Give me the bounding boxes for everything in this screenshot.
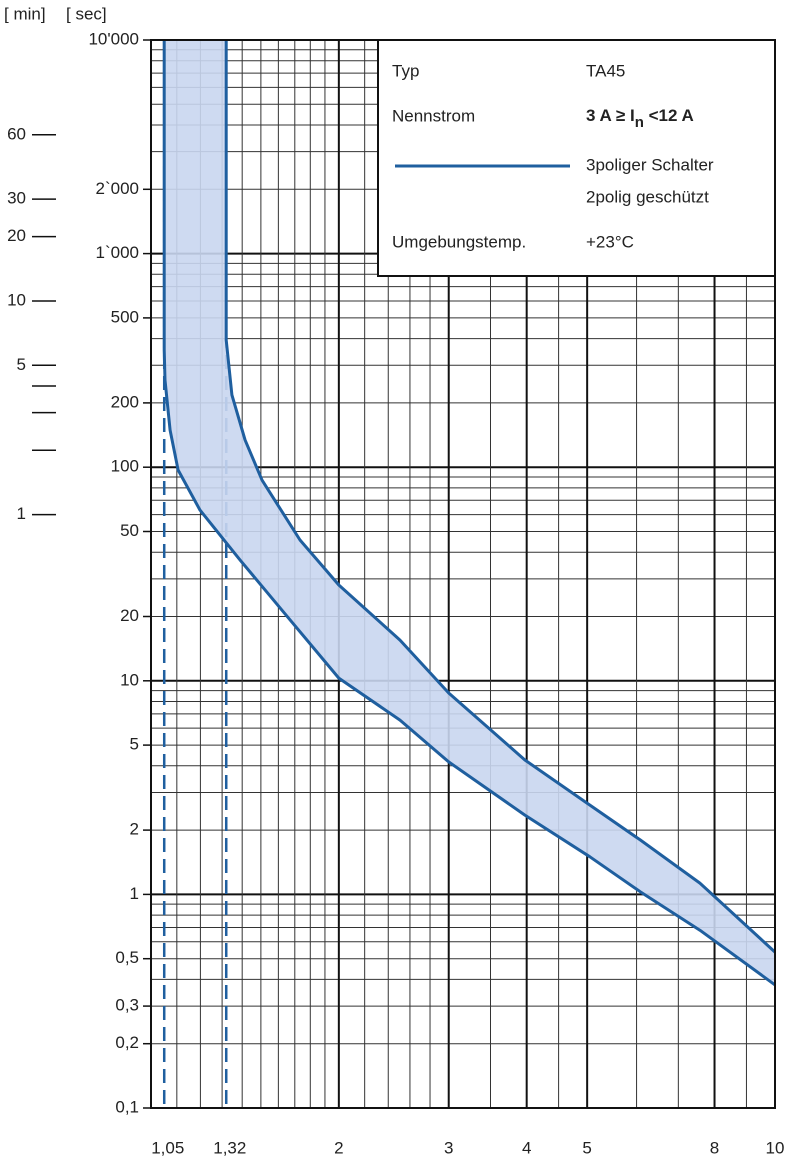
x-tick-label: 4 (522, 1138, 531, 1157)
y2-tick-label: 5 (17, 355, 26, 374)
y2-tick-label: 60 (7, 124, 26, 143)
y-tick-label: 2`000 (96, 179, 139, 198)
y-tick-label: 100 (111, 457, 139, 476)
x-tick-label: 3 (444, 1138, 453, 1157)
y-tick-label: 10'000 (88, 29, 139, 48)
y2-tick-label: 10 (7, 290, 26, 309)
y2-tick-label: 20 (7, 226, 26, 245)
legend-label: Nennstrom (392, 106, 475, 125)
frame: 10'000 2`000 1`000 500 200 100 50 20 10 5 2 1 0,5 0,3… (4, 4, 784, 1157)
legend-value: TA45 (586, 61, 625, 80)
y-tick-label: 0,1 (115, 1097, 139, 1116)
x-tick-label: 5 (582, 1138, 591, 1157)
y2-tick-label: 1 (17, 504, 26, 523)
x-tick-label: 1,05 (151, 1138, 184, 1157)
y-tick-label: 5 (130, 735, 139, 754)
curve (162, 40, 776, 987)
legend-value: 3 A ≥ In <12 A (586, 106, 694, 130)
legend-entry: 2polig geschützt (586, 187, 709, 206)
y-tick-label: 0,3 (115, 996, 139, 1015)
y-tick-label: 10 (120, 670, 139, 689)
y2-tick-label: 30 (7, 189, 26, 208)
legend-value-part: n (635, 114, 644, 131)
x-tick-label: 8 (710, 1138, 719, 1157)
legend-label: Typ (392, 61, 419, 80)
y-tick-label: 20 (120, 606, 139, 625)
y-tick-label: 500 (111, 307, 139, 326)
y-tick-label: 1 (130, 884, 139, 903)
x-tick-label: 1,32 (213, 1138, 246, 1157)
y-tick-label: 0,2 (115, 1033, 139, 1052)
y-axis-label: [ sec] (66, 4, 107, 23)
legend-value: +23°C (586, 232, 634, 251)
y2-axis-label: [ min] (4, 4, 46, 23)
legend-label: Umgebungstemp. (392, 232, 526, 251)
x-tick-label: 2 (334, 1138, 343, 1157)
legend-value-part: 3 A ≥ I (586, 106, 635, 125)
y-tick-label: 50 (120, 521, 139, 540)
legend-box (377, 39, 776, 277)
y-tick-label: 2 (130, 820, 139, 839)
y-tick-label: 0,5 (115, 948, 139, 967)
marks (162, 40, 777, 1108)
x-tick-label: 10 (766, 1138, 785, 1157)
y-tick-label: 1`000 (96, 243, 139, 262)
legend-entry: 3poliger Schalter (586, 155, 714, 174)
legend-value-part: <12 A (644, 106, 694, 125)
y-tick-label: 200 (111, 392, 139, 411)
curve (224, 40, 777, 954)
